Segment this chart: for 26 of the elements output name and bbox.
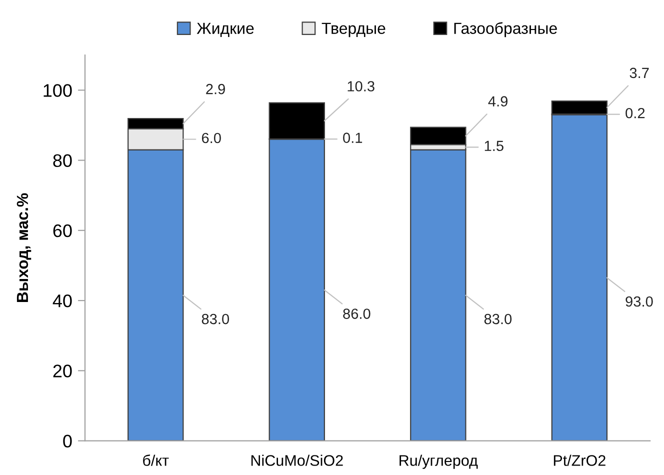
x-tick-label: б/кт [143,454,169,466]
x-tick-label: Ru/углерод [400,454,478,469]
y-tick-label: 40 [52,294,72,308]
data-label: 10.3 [348,81,374,92]
data-label: 1.5 [484,140,504,152]
data-label: 3.7 [630,68,649,78]
y-tick-label: 60 [53,224,72,238]
data-label: 6.0 [202,132,221,144]
x-tick-label: NiCuMo/SiO2 [251,454,343,466]
data-label: 0.1 [343,132,362,143]
data-label: 83.0 [202,314,230,324]
y-tick-label: 20 [53,364,72,378]
data-label: 0.2 [626,108,645,118]
x-tick-label: Pt/ZrO2 [554,454,606,466]
legend-label: Жидкие [196,22,254,38]
y-tick-label: 80 [53,154,72,168]
data-label: 83.0 [484,314,512,324]
legend-label: Газообразные [454,22,557,38]
data-label: 4.9 [488,96,508,107]
y-tick-label: 100 [44,84,72,97]
data-label: 93.0 [626,296,653,307]
data-label: 86.0 [343,308,370,319]
legend-label: Твердые [322,22,386,38]
data-label: 2.9 [206,84,225,94]
y-axis-title: Выход, мас.% [16,193,32,302]
y-tick-label: 0 [63,434,72,448]
